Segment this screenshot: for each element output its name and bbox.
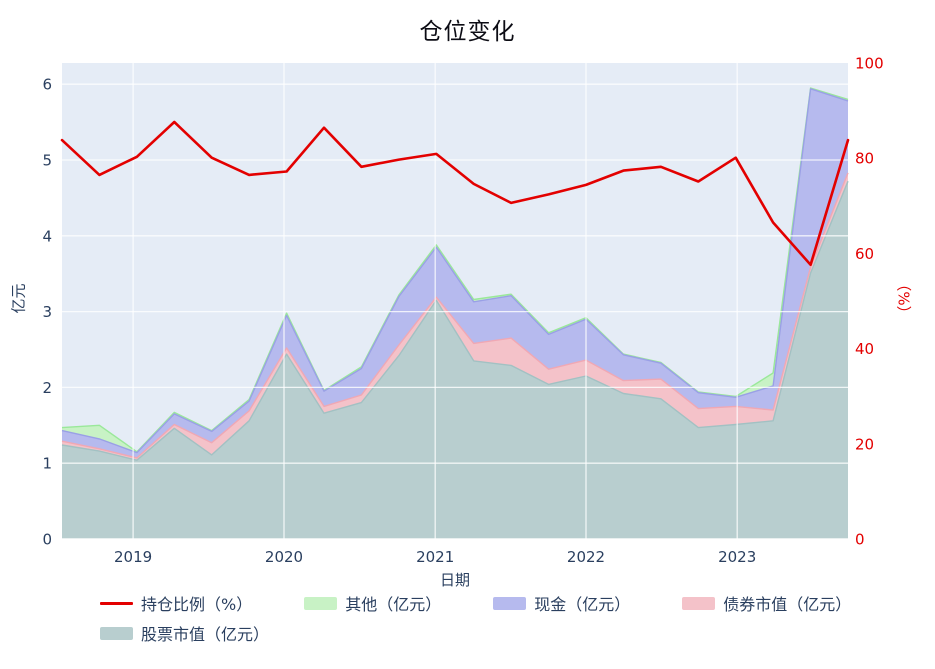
y-axis-left-tick-label: 3 — [42, 303, 52, 321]
area-edge-bond — [61, 172, 849, 459]
legend-item-stock[interactable]: 股票市值（亿元） — [100, 621, 269, 645]
x-axis-tick-label: 2023 — [718, 548, 756, 566]
y-axis-left-tick-label: 1 — [42, 455, 52, 473]
y-axis-title-left: 亿元 — [9, 283, 28, 314]
x-axis-title: 日期 — [439, 571, 470, 589]
x-axis-tick-label: 2019 — [114, 548, 152, 566]
legend-label: 股票市值（亿元） — [141, 625, 270, 644]
chart-title: 仓位变化 — [419, 19, 516, 45]
legend-swatch-stock-area-icon — [100, 626, 133, 640]
y-axis-right-tick-label: 40 — [855, 340, 874, 358]
legend-label: 其他（亿元） — [345, 595, 442, 614]
area-edge-other — [61, 87, 849, 453]
legend-item-bond[interactable]: 债券市值（亿元） — [682, 591, 851, 615]
legend-swatch-cash-area-icon — [493, 596, 527, 610]
x-axis-tick-label: 2021 — [416, 548, 454, 566]
y-axis-left-tick-label: 0 — [42, 531, 52, 549]
area-edge-cash — [61, 88, 849, 454]
legend-item-other[interactable]: 其他（亿元） — [304, 591, 441, 615]
legend: 持仓比例（%） 其他（亿元） 现金（亿元） 债券市值（亿元） 股票市值（亿元） — [100, 591, 900, 645]
line-ratio — [60, 120, 850, 267]
legend-swatch-ratio-line-icon — [100, 601, 133, 605]
legend-swatch-bond-area-icon — [682, 596, 716, 610]
legend-item-ratio[interactable]: 持仓比例（%） — [100, 591, 252, 615]
area-stock — [62, 181, 848, 539]
legend-label: 债券市值（亿元） — [723, 595, 852, 614]
y-axis-left-tick-label: 4 — [42, 227, 52, 245]
y-axis-left-tick-label: 5 — [42, 152, 52, 170]
y-axis-right-tick-label: 0 — [855, 531, 865, 549]
area-edge-stock — [61, 180, 849, 461]
y-axis-left-tick-label: 6 — [42, 76, 52, 94]
legend-swatch-other-area-icon — [304, 596, 338, 610]
legend-item-cash[interactable]: 现金（亿元） — [493, 591, 630, 615]
legend-label: 现金（亿元） — [534, 595, 631, 614]
x-axis-tick-label: 2022 — [567, 548, 605, 566]
x-axis-tick-label: 2020 — [265, 548, 303, 566]
y-axis-left-tick-label: 2 — [42, 379, 52, 397]
y-axis-right-tick-label: 100 — [855, 55, 884, 73]
y-axis-right-tick-label: 60 — [855, 245, 874, 263]
y-axis-title-right: （%） — [894, 276, 913, 321]
legend-label: 持仓比例（%） — [141, 595, 253, 614]
y-axis-right-tick-label: 80 — [855, 150, 874, 168]
y-axis-right-tick-label: 20 — [855, 435, 874, 453]
